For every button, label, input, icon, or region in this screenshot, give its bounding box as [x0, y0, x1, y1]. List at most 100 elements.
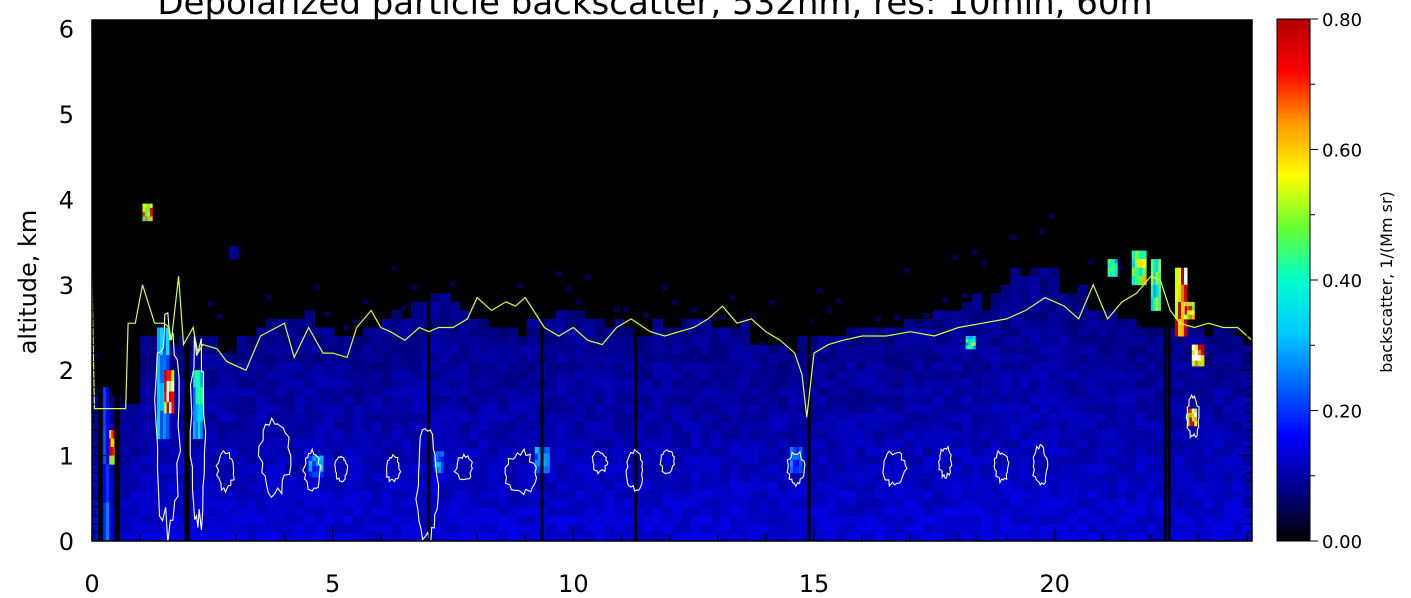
field-cell [159, 489, 170, 499]
field-cell [391, 344, 402, 354]
field-cell [565, 353, 576, 363]
field-cell [353, 378, 364, 388]
field-cell [923, 412, 934, 422]
field-cell [855, 378, 866, 388]
field-cell [1223, 361, 1234, 371]
field-cell [884, 395, 895, 405]
field-cell [227, 387, 238, 397]
field-cell [1000, 472, 1011, 482]
field-cell [585, 464, 596, 474]
field-cell [343, 353, 354, 363]
field-cell [865, 344, 876, 354]
field-cell [1107, 430, 1118, 440]
field-cell [865, 498, 876, 508]
field-cell [826, 404, 837, 414]
field-cell [836, 412, 847, 422]
field-cell [304, 361, 315, 371]
hotspot-cell [147, 216, 151, 222]
field-cell [1029, 361, 1040, 371]
field-cell [614, 404, 625, 414]
field-cell [1203, 498, 1214, 508]
field-cell [527, 506, 538, 516]
field-cell [739, 481, 750, 491]
field-cell [797, 523, 808, 533]
field-cell [372, 489, 383, 499]
field-cell [121, 438, 132, 448]
field-cell [1010, 438, 1021, 448]
field-cell [1020, 430, 1031, 440]
field-cell [565, 370, 576, 380]
field-cell [1155, 506, 1166, 516]
field-cell [1213, 361, 1224, 371]
hotspot-cell [534, 459, 539, 467]
hotspot-cell [1150, 297, 1154, 311]
field-cell [1010, 532, 1021, 541]
field-cell [372, 481, 383, 491]
field-cell [1223, 438, 1234, 448]
field-cell [556, 327, 567, 337]
field-cell [1097, 361, 1108, 371]
field-cell [1232, 412, 1243, 422]
field-cell [865, 387, 876, 397]
field-cell [720, 523, 731, 533]
field-cell [652, 395, 663, 405]
field-cell [1155, 353, 1166, 363]
hotspot-cell [1189, 306, 1193, 311]
field-cell [759, 481, 770, 491]
field-cell [962, 404, 973, 414]
field-cell [1174, 361, 1185, 371]
field-cell [652, 353, 663, 363]
field-cell [807, 395, 818, 405]
field-cell [855, 395, 866, 405]
field-cell [420, 515, 431, 525]
field-cell [517, 472, 528, 482]
field-cell [1049, 310, 1060, 320]
field-cell [923, 404, 934, 414]
field-cell [430, 481, 441, 491]
field-cell [788, 506, 799, 516]
field-cell [662, 447, 673, 457]
field-cell [1087, 464, 1098, 474]
field-cell [585, 455, 596, 465]
field-cell [121, 515, 132, 525]
field-cell [430, 395, 441, 405]
field-cell [227, 395, 238, 405]
field-cell [440, 455, 451, 465]
field-cell [188, 447, 199, 457]
field-cell [295, 370, 306, 380]
field-cell [884, 430, 895, 440]
field-cell [546, 532, 557, 541]
field-cell [275, 361, 286, 371]
field-cell [1232, 395, 1243, 405]
field-cell [130, 412, 141, 422]
field-cell [507, 344, 518, 354]
field-cell [1068, 293, 1079, 303]
field-cell [971, 438, 982, 448]
field-cell [1194, 498, 1205, 508]
field-cell [478, 387, 489, 397]
field-cell [382, 498, 393, 508]
field-cell [227, 404, 238, 414]
speckle-cell [1039, 228, 1046, 234]
field-cell [449, 506, 460, 516]
field-cell [208, 447, 219, 457]
field-cell [488, 404, 499, 414]
field-cell [604, 344, 615, 354]
field-cell [295, 515, 306, 525]
field-cell [730, 387, 741, 397]
field-cell [362, 353, 373, 363]
field-cell [633, 532, 644, 541]
field-cell [981, 498, 992, 508]
field-cell [913, 344, 924, 354]
field-cell [923, 447, 934, 457]
field-cell [971, 430, 982, 440]
field-cell [1039, 430, 1050, 440]
field-cell [730, 395, 741, 405]
field-cell [923, 489, 934, 499]
field-cell [1223, 515, 1234, 525]
field-cell [150, 472, 161, 482]
field-cell [237, 370, 248, 380]
field-cell [952, 353, 963, 363]
field-cell [362, 430, 373, 440]
field-cell [681, 464, 692, 474]
